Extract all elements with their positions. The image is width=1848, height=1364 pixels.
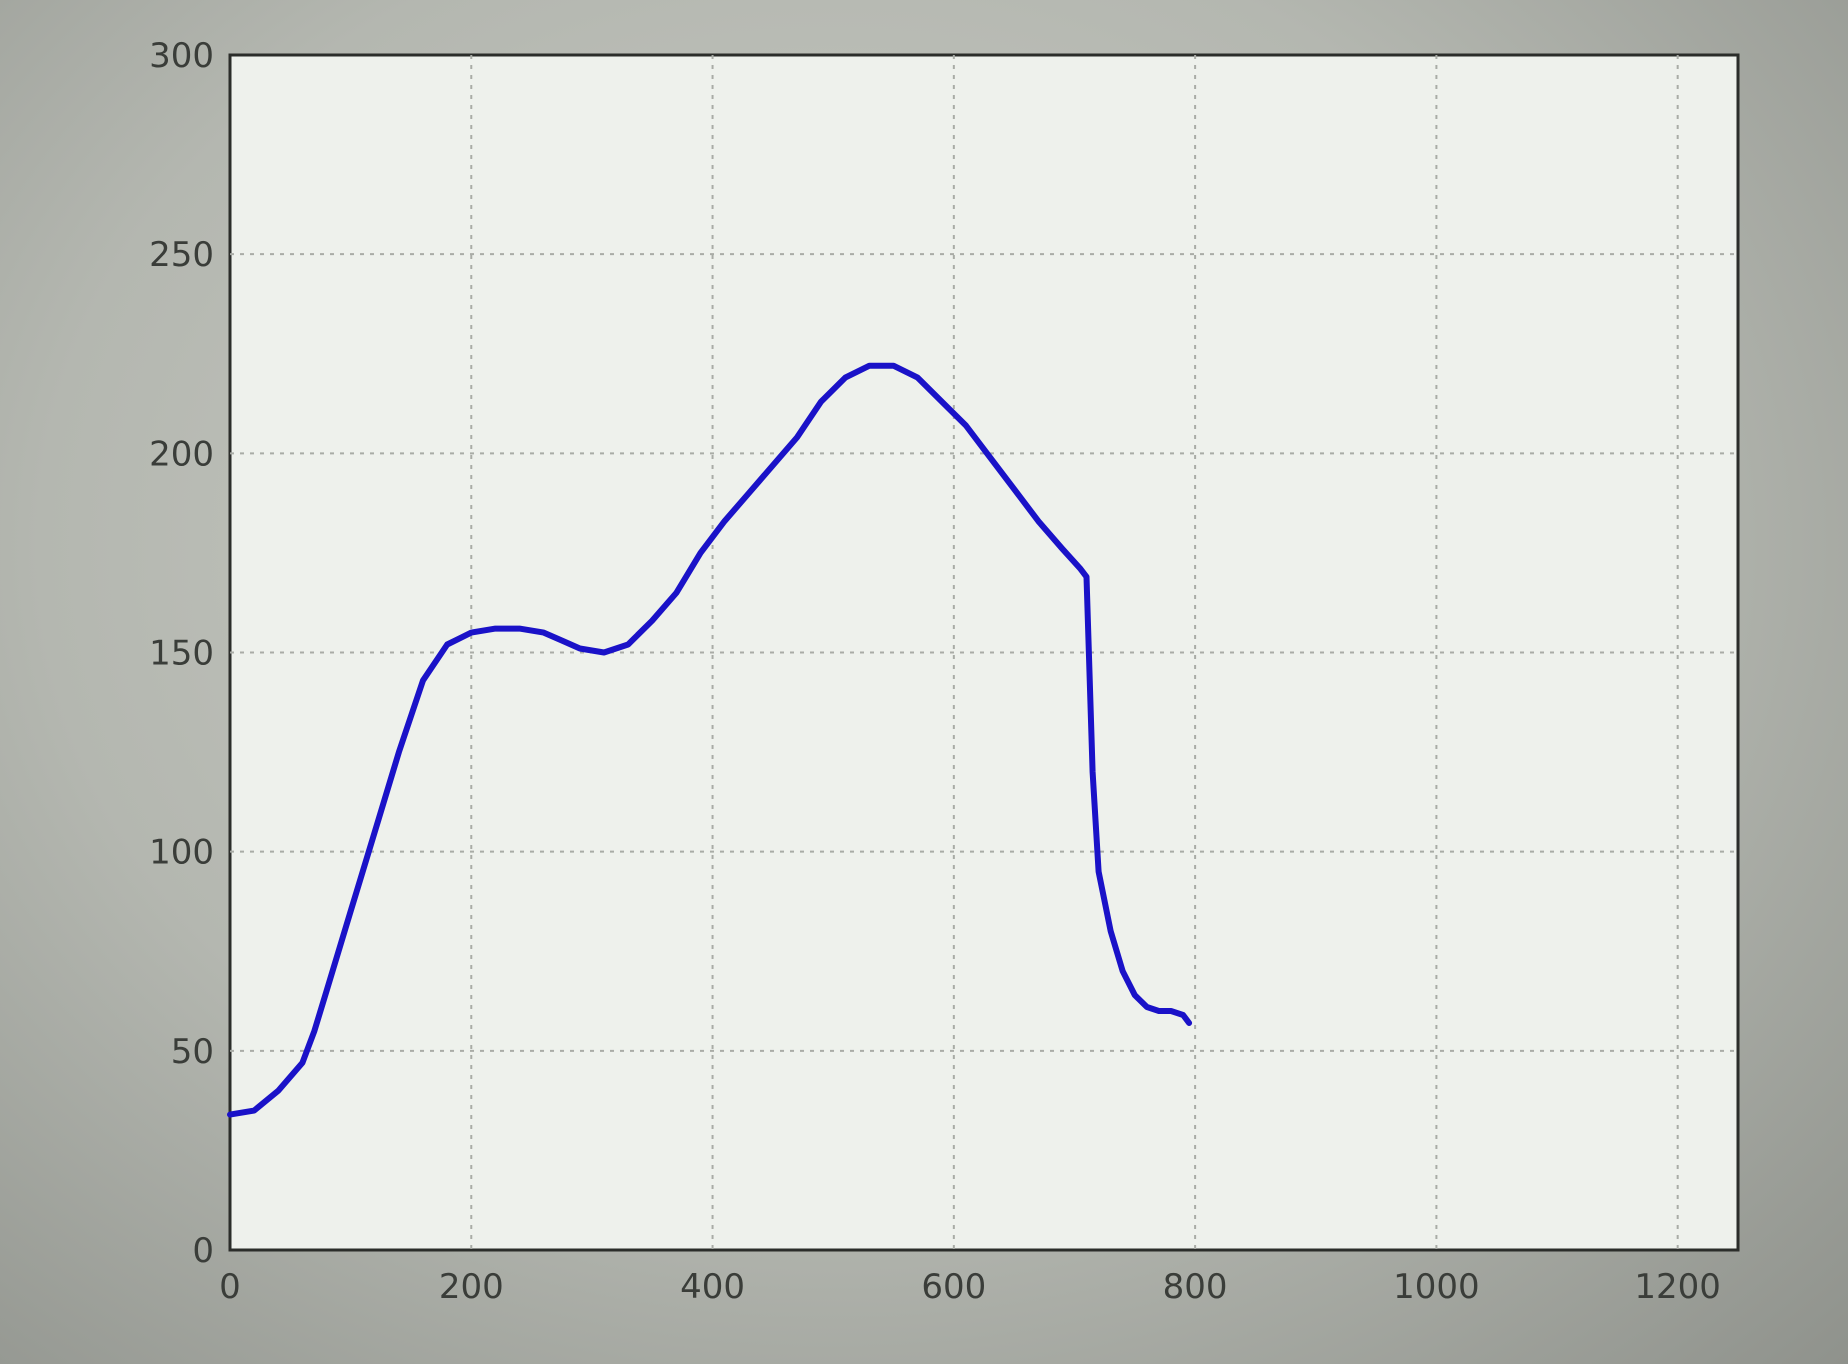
y-tick-label: 300 — [149, 36, 214, 76]
x-tick-label: 400 — [680, 1267, 745, 1307]
y-tick-label: 0 — [192, 1231, 214, 1271]
series-line — [227, 362, 1193, 1118]
y-tick-label: 50 — [171, 1032, 214, 1072]
x-tick-label: 200 — [439, 1267, 504, 1307]
y-tick-label: 200 — [149, 434, 214, 474]
x-tick-labels: 0 200 400 600 800 1000 1200 — [219, 1267, 1721, 1307]
y-tick-label: 100 — [149, 833, 214, 873]
x-tick-label: 600 — [921, 1267, 986, 1307]
y-tick-label: 150 — [149, 634, 214, 674]
y-tick-labels: 0 50 100 150 200 250 300 — [149, 36, 214, 1271]
x-tick-label: 0 — [219, 1267, 241, 1307]
x-tick-label: 1200 — [1634, 1267, 1721, 1307]
x-tick-label: 800 — [1163, 1267, 1228, 1307]
plot-area — [227, 53, 1740, 1252]
x-tick-label: 1000 — [1393, 1267, 1480, 1307]
y-tick-label: 250 — [149, 235, 214, 275]
